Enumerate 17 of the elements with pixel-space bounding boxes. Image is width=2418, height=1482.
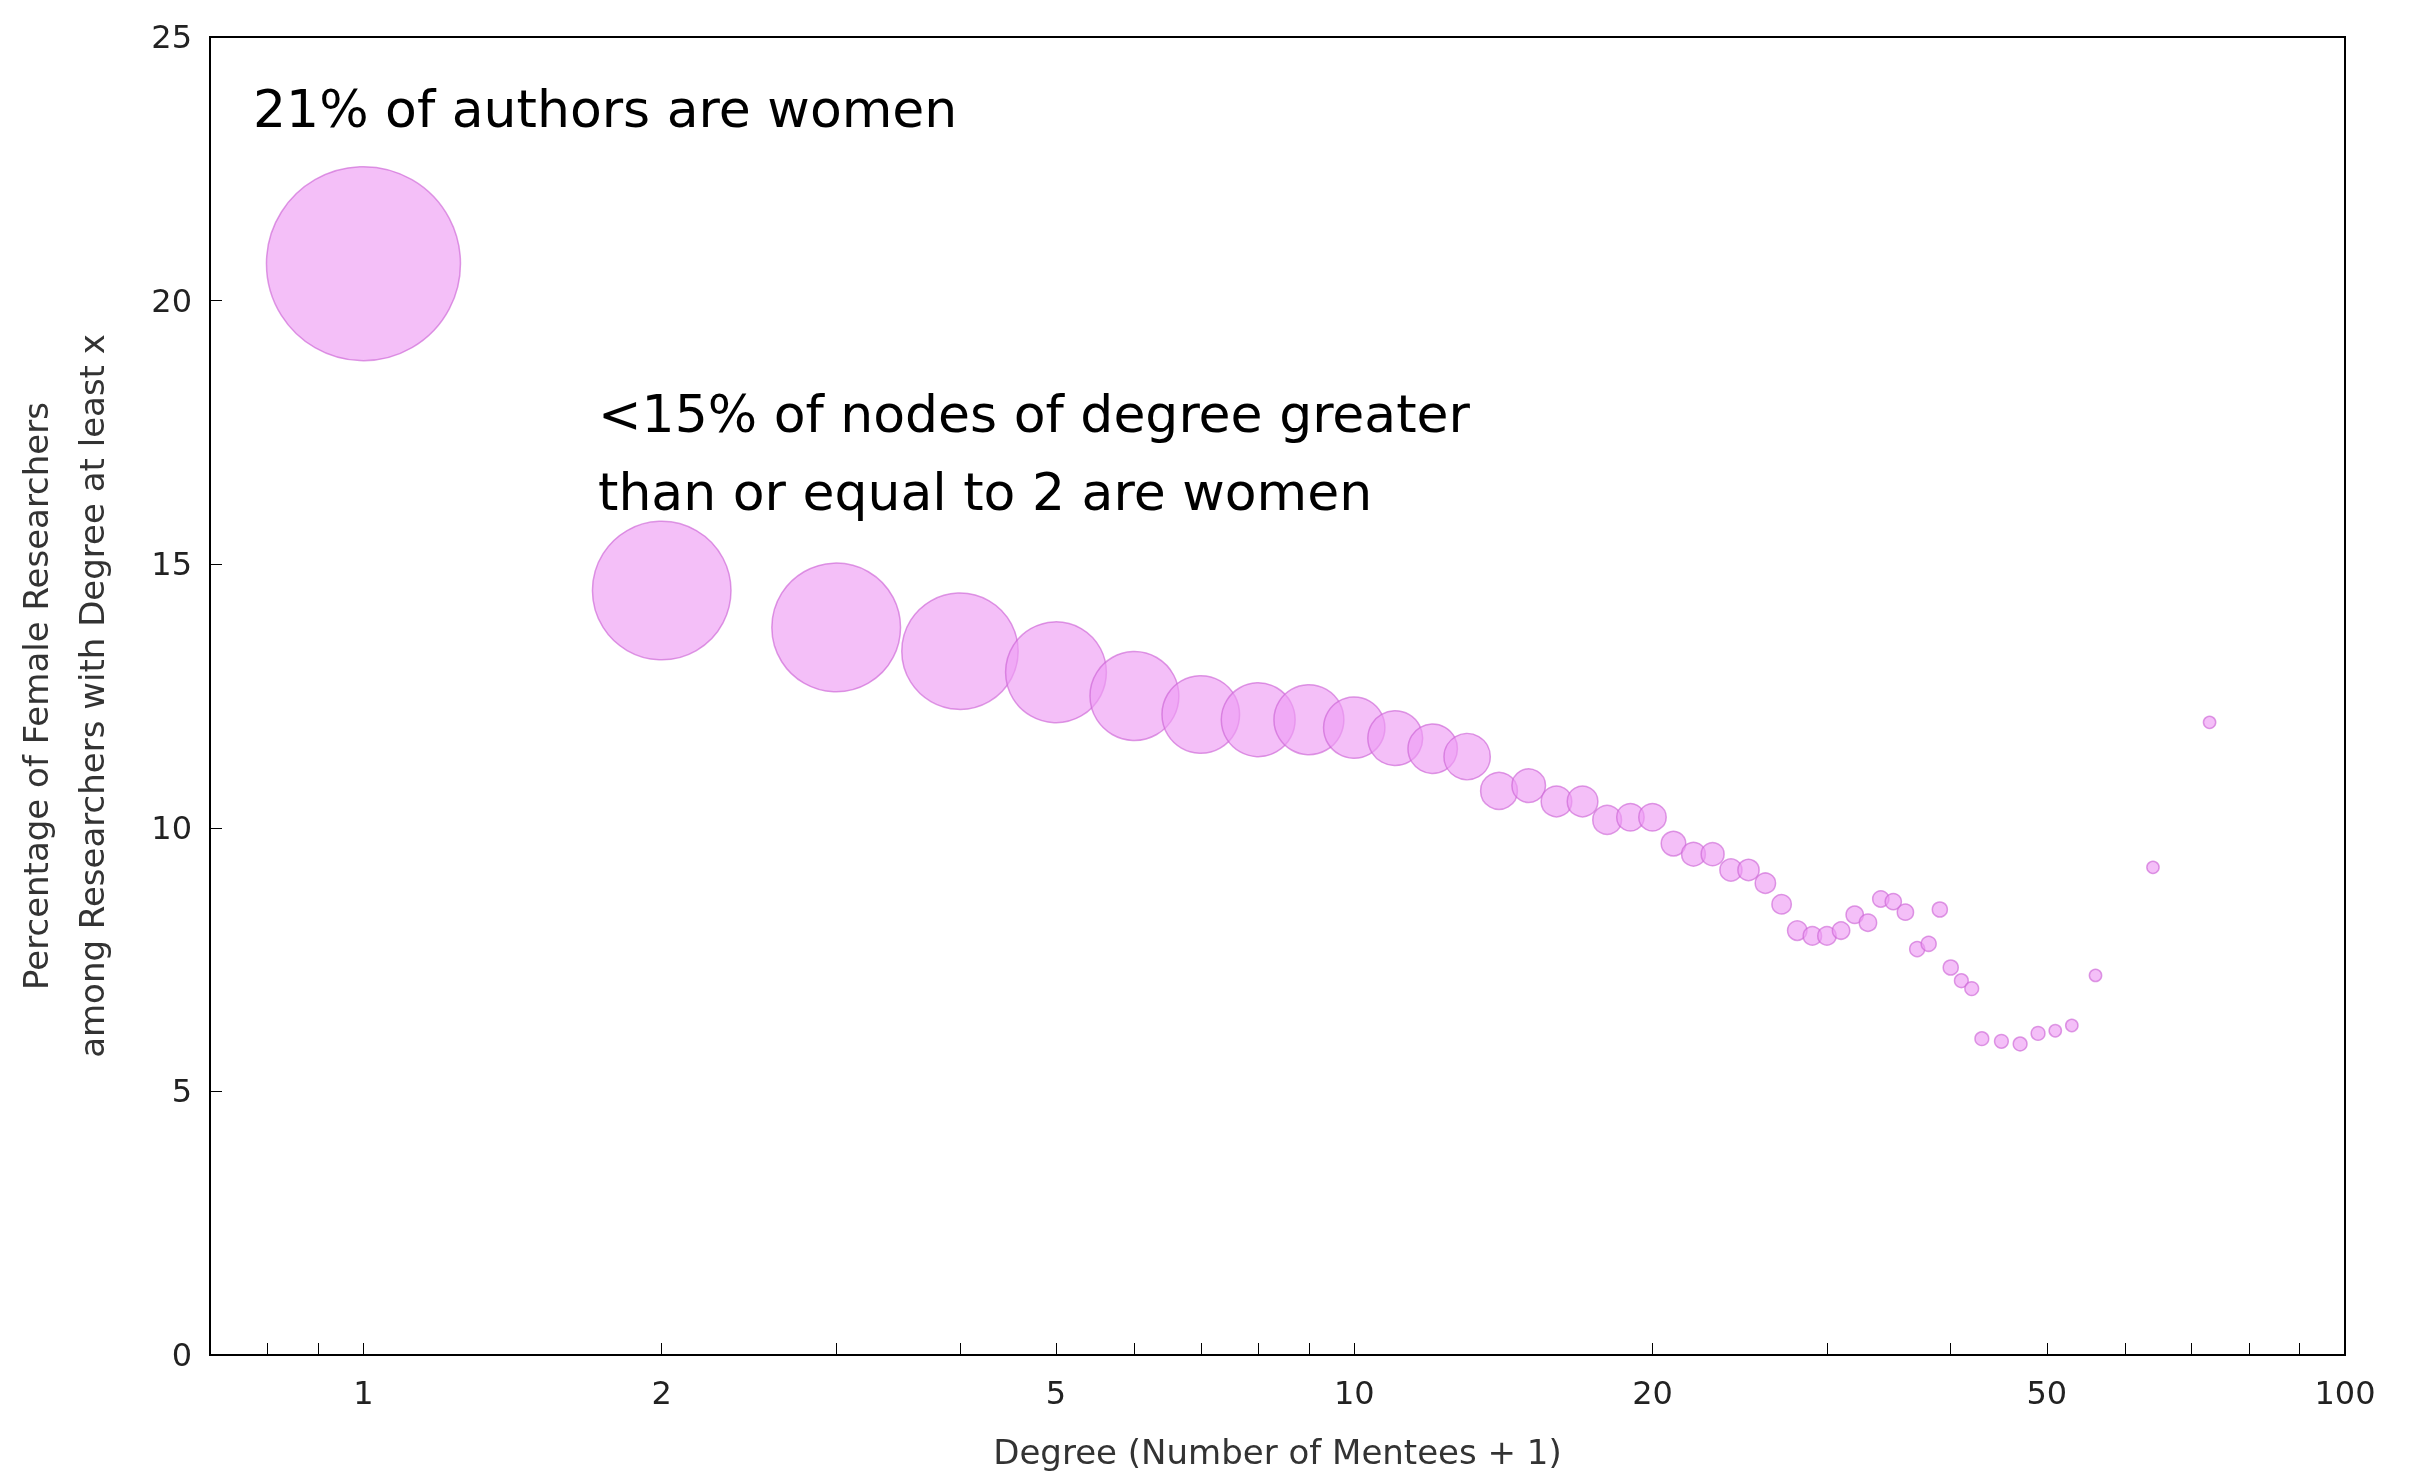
x-tick-label: 50: [2026, 1374, 2068, 1412]
y-tick-label: 20: [151, 281, 192, 320]
y-tick-label: 10: [151, 808, 192, 847]
y-tick-label: 0: [171, 1336, 192, 1374]
y-tick-label: 15: [151, 545, 192, 584]
x-tick-label: 100: [2314, 1374, 2376, 1412]
y-tick-label: 25: [151, 18, 192, 56]
x-tick-label: 1: [353, 1374, 374, 1412]
annotation: <15% of nodes of degree greater than or equal to 2 are women: [598, 384, 1471, 522]
x-tick-label: 5: [1045, 1374, 1067, 1412]
y-tick-label: 5: [171, 1072, 192, 1111]
x-axis-title: Degree (Number of Mentees + 1): [993, 1432, 1562, 1472]
annotation: 21% of authors are women: [253, 79, 958, 139]
x-tick-label: 20: [1632, 1374, 1673, 1412]
y-axis-title: Percentage of Female Researchers among Researchers with Degree at least x: [16, 334, 112, 1058]
x-tick-label: 10: [1333, 1374, 1375, 1412]
x-tick-label: 2: [651, 1374, 672, 1412]
